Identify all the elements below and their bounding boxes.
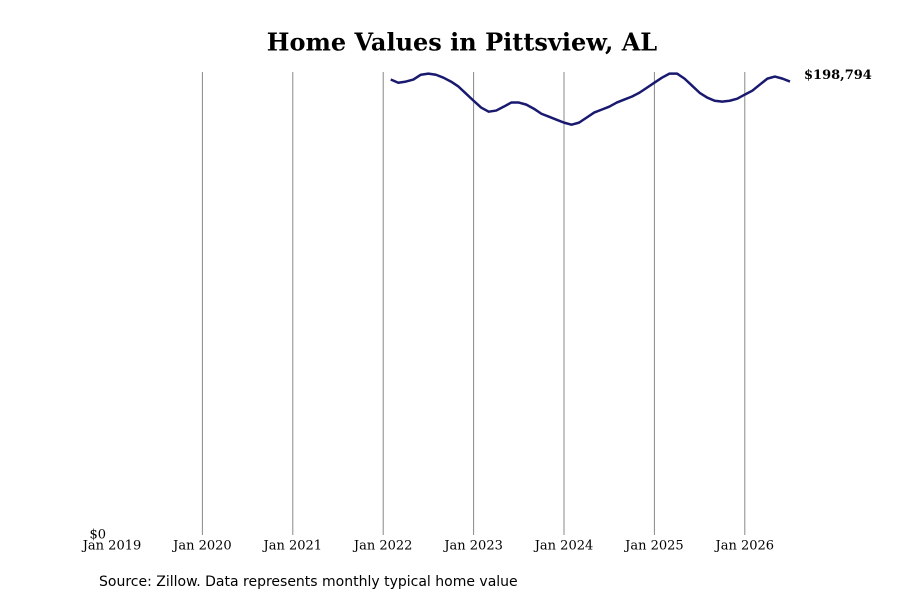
- chart-title: Home Values in Pittsview, AL: [267, 28, 658, 57]
- x-tick-label: Jan 2025: [623, 539, 684, 554]
- x-tick-label: Jan 2022: [352, 539, 413, 554]
- x-tick-label: Jan 2023: [442, 539, 503, 554]
- x-tick-label: Jan 2021: [262, 539, 323, 554]
- source-note: Source: Zillow. Data represents monthly …: [99, 574, 518, 590]
- x-tick-label: Jan 2026: [714, 539, 775, 554]
- x-tick-label: Jan 2024: [533, 539, 594, 554]
- y-tick-label: $0: [89, 528, 106, 543]
- line-series: [390, 72, 791, 126]
- x-tick-label: Jan 2019: [81, 539, 142, 554]
- x-tick-label: Jan 2020: [171, 539, 232, 554]
- value-label: $198,794: [804, 68, 872, 83]
